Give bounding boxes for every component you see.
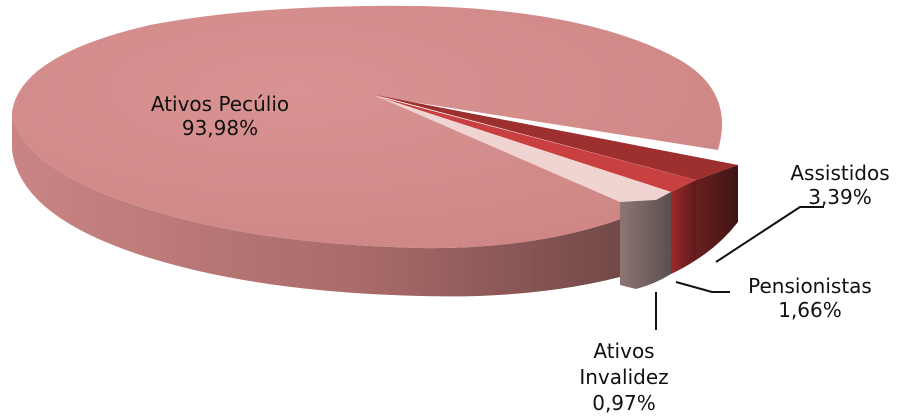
label-assistidos-name: Assistidos (790, 161, 890, 185)
label-pensionistas-value: 1,66% (778, 298, 842, 322)
label-assistidos: Assistidos 3,39% (770, 161, 910, 209)
label-ativos-peculio: Ativos Pecúlio 93,98% (120, 92, 320, 140)
slice-pensionistas-side (671, 180, 696, 274)
label-assistidos-value: 3,39% (808, 185, 872, 209)
slice-ativos-invalidez-top (376, 96, 671, 202)
slice-ativos-peculio (12, 5, 723, 297)
slice-ativos-invalidez (376, 96, 671, 289)
label-ativos-invalidez-name-1: Ativos (593, 339, 655, 363)
slice-assistidos (376, 95, 738, 260)
label-pensionistas: Pensionistas 1,66% (720, 274, 900, 322)
slice-pensionistas-top (376, 96, 696, 192)
leader-line-assistidos (715, 206, 824, 263)
leader-line-pensionistas (675, 281, 730, 293)
slice-pensionistas (376, 96, 696, 274)
slice-ativos-invalidez-side (620, 192, 671, 289)
label-pensionistas-name: Pensionistas (748, 274, 872, 298)
label-ativos-invalidez: Ativos Invalidez 0,97% (554, 338, 694, 416)
slice-assistidos-top (376, 95, 738, 180)
label-ativos-invalidez-value: 0,97% (592, 391, 656, 415)
slice-ativos-peculio-side (12, 112, 660, 297)
label-ativos-invalidez-name-2: Invalidez (579, 365, 669, 389)
slice-ativos-peculio-top (12, 5, 723, 249)
label-ativos-peculio-name: Ativos Pecúlio (150, 92, 290, 116)
slice-assistidos-side (696, 165, 738, 260)
label-ativos-peculio-value: 93,98% (181, 116, 259, 140)
